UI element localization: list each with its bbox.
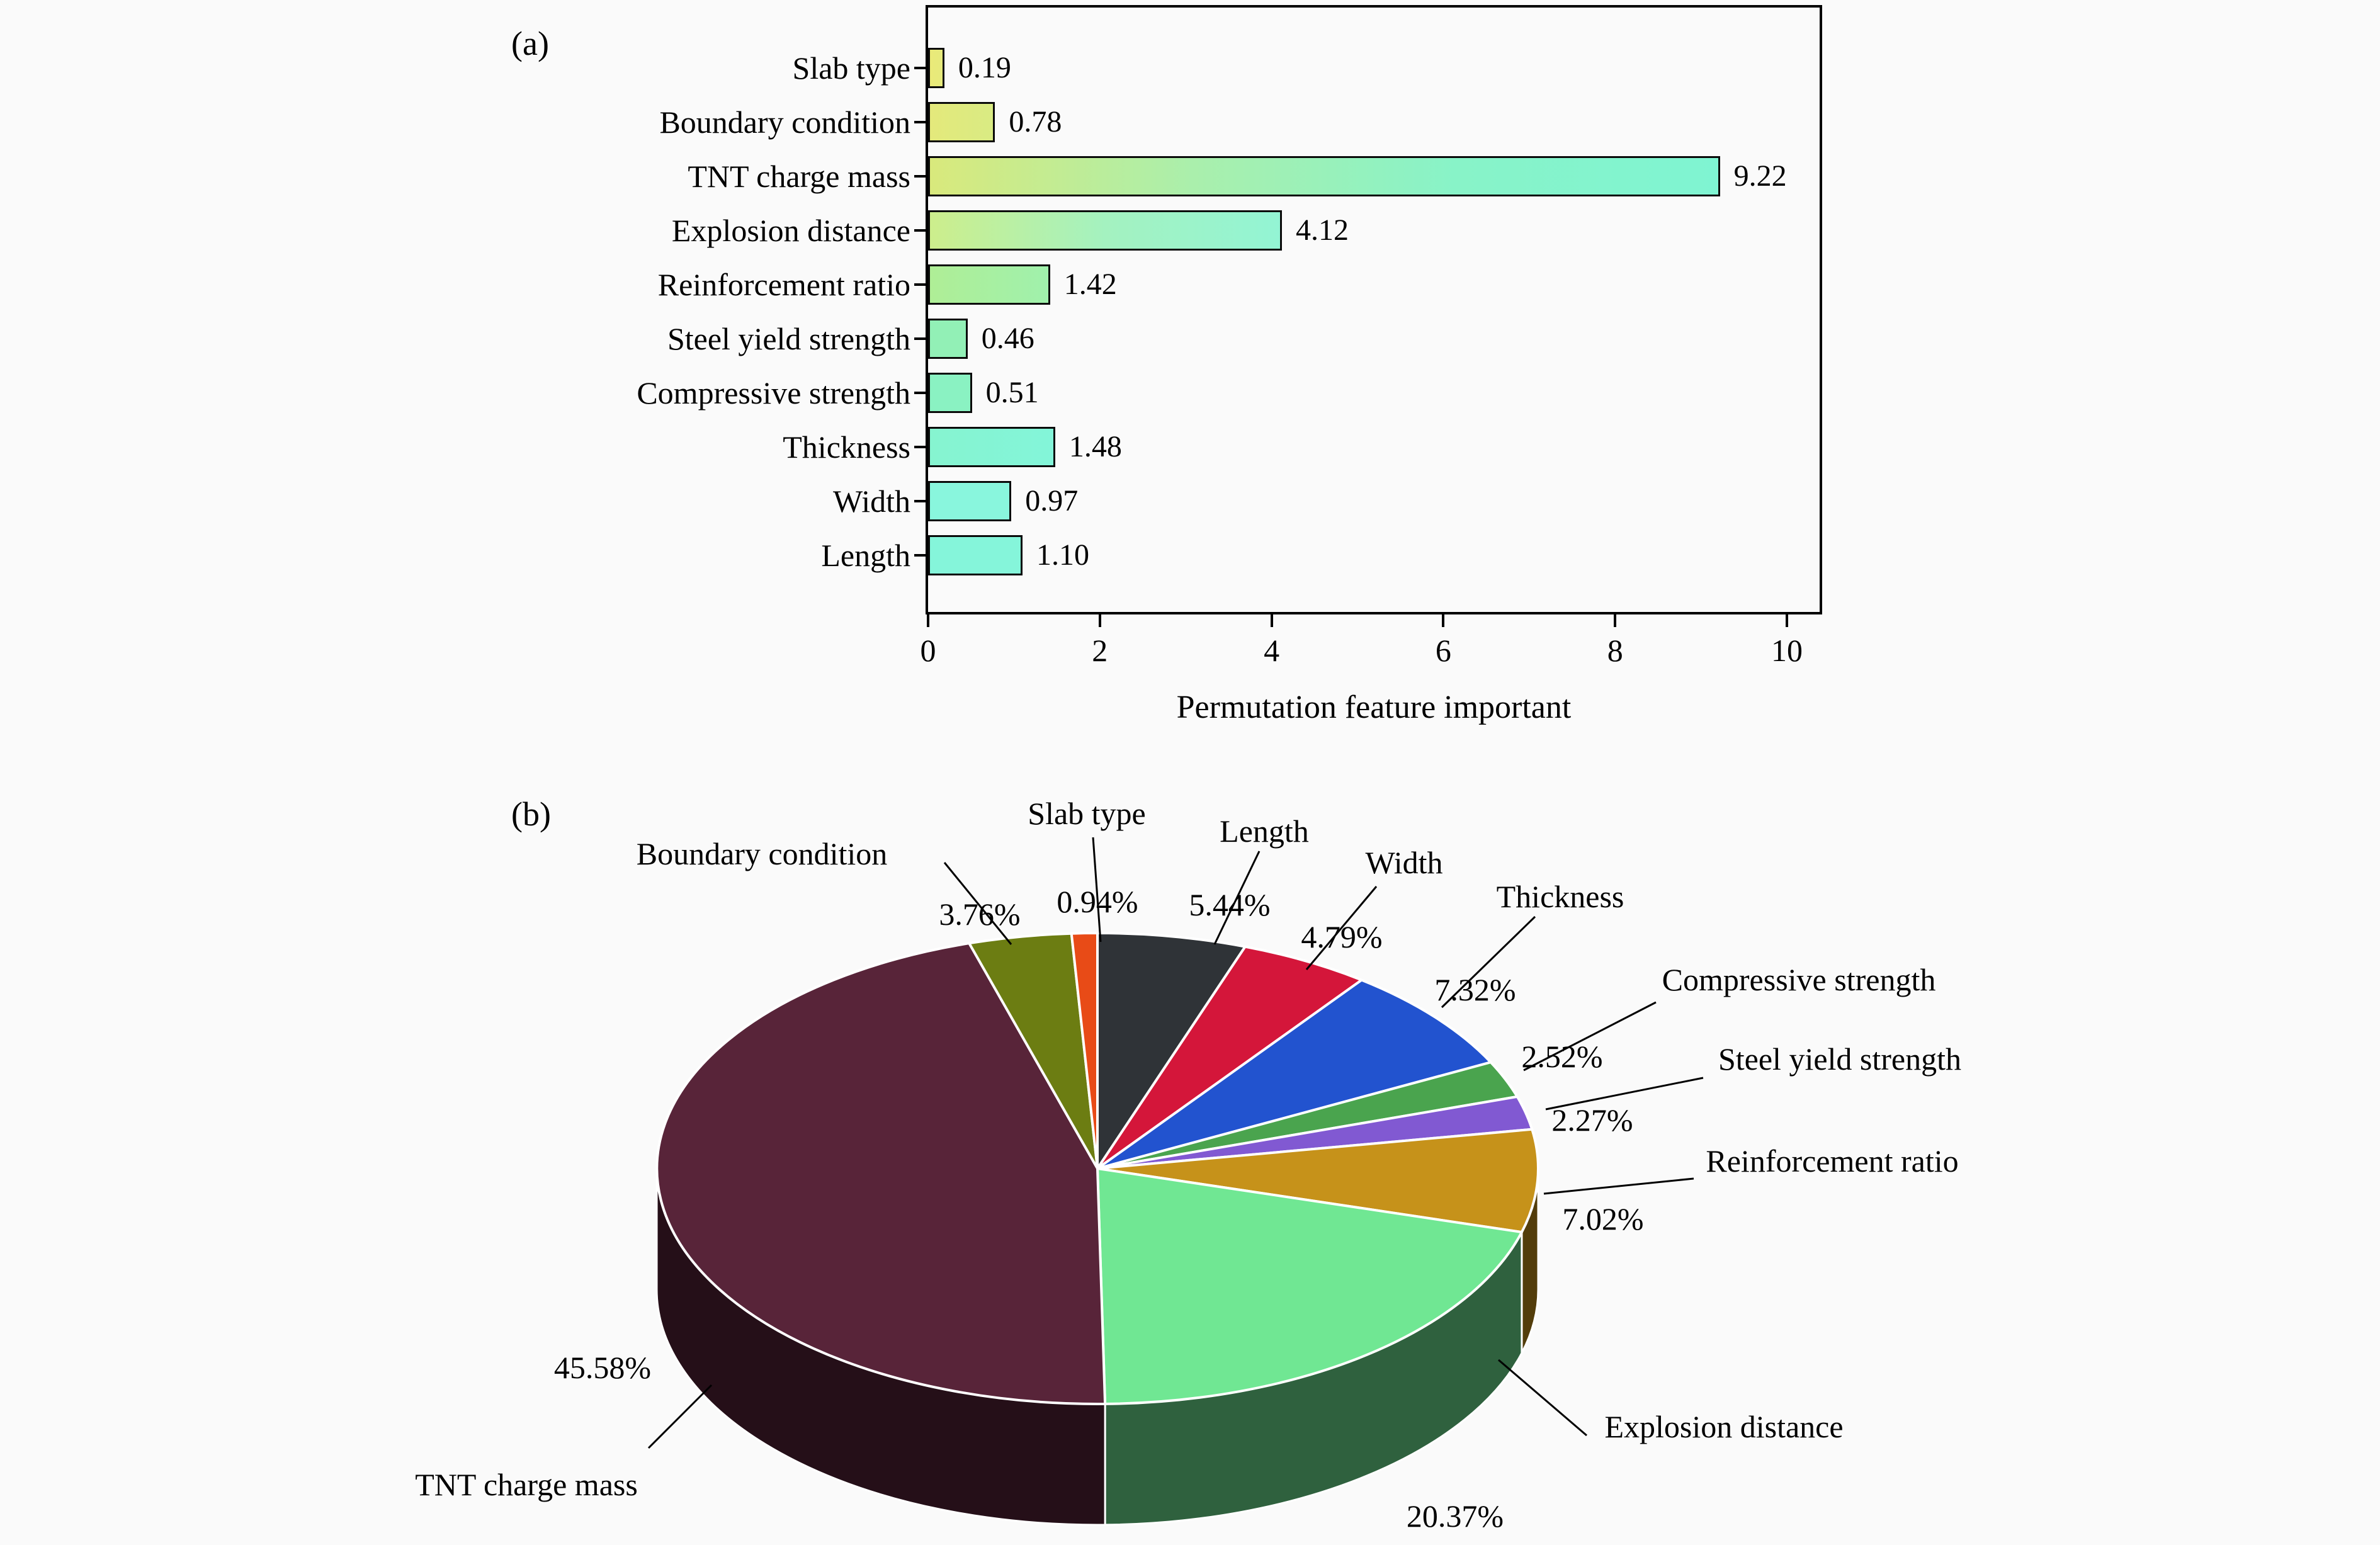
bar: [928, 427, 1055, 467]
bar: [928, 319, 968, 359]
bar: [928, 373, 972, 413]
y-tick: [914, 229, 926, 232]
x-tick: [1786, 614, 1788, 627]
x-tick-label: 8: [1607, 633, 1623, 668]
x-tick: [1442, 614, 1445, 627]
pie-slice-name: Compressive strength: [1662, 962, 1936, 997]
x-tick: [1098, 614, 1101, 627]
bar-value-label: 1.42: [1063, 268, 1117, 301]
y-tick: [914, 554, 926, 557]
pie-slice-percent: 0.94%: [1057, 884, 1138, 919]
bar-value-label: 9.22: [1733, 159, 1787, 193]
bar: [928, 264, 1050, 305]
y-tick: [914, 337, 926, 340]
bar-value-label: 1.10: [1036, 538, 1090, 572]
y-tick: [914, 175, 926, 178]
bar-category-label: Boundary condition: [659, 105, 910, 140]
bar-category-label: Steel yield strength: [667, 321, 910, 356]
y-tick: [914, 500, 926, 502]
bar-value-label: 0.46: [981, 322, 1034, 355]
x-tick-label: 4: [1264, 633, 1280, 668]
x-tick-label: 10: [1771, 633, 1803, 668]
bar-category-label: Reinforcement ratio: [657, 267, 910, 302]
bar-category-label: Explosion distance: [671, 213, 910, 248]
x-tick: [1614, 614, 1617, 627]
x-axis-label: Permutation feature important: [1176, 689, 1572, 725]
bar-category-label: TNT charge mass: [688, 159, 910, 194]
bar-value-label: 0.97: [1025, 484, 1079, 518]
y-tick: [914, 121, 926, 123]
bar: [928, 102, 995, 142]
pie-slice-name: Slab type: [1028, 796, 1146, 831]
x-tick-label: 2: [1092, 633, 1108, 668]
bar-plot-area: [926, 5, 1822, 614]
pie-slice-name: Width: [1365, 845, 1443, 880]
bar-value-label: 4.12: [1295, 213, 1349, 247]
y-tick: [914, 283, 926, 286]
panel-a-tag: (a): [511, 25, 549, 62]
pie-slice-name: TNT charge mass: [415, 1467, 638, 1502]
pie-slice-percent: 3.76%: [939, 897, 1021, 932]
pie-slice-percent: 2.27%: [1551, 1102, 1633, 1138]
bar-value-label: 0.51: [985, 376, 1039, 409]
bar-category-label: Compressive strength: [637, 375, 910, 410]
x-tick-label: 0: [920, 633, 936, 668]
bar-category-label: Thickness: [783, 429, 910, 465]
pie-slice-name: Reinforcement ratio: [1706, 1143, 1959, 1179]
pie-slice-percent: 7.32%: [1434, 972, 1516, 1007]
pie-slice-name: Thickness: [1496, 879, 1624, 914]
x-tick: [1270, 614, 1273, 627]
pie-slice-name: Boundary condition: [636, 836, 888, 871]
pie-slice-percent: 45.58%: [553, 1350, 652, 1385]
x-tick-label: 6: [1435, 633, 1451, 668]
bar: [928, 210, 1282, 251]
pie-slice-percent: 20.37%: [1406, 1498, 1504, 1534]
pie-slice-percent: 5.44%: [1189, 887, 1271, 922]
pie-slice-percent: 7.02%: [1562, 1201, 1644, 1237]
pie-slice-percent: 2.52%: [1521, 1039, 1603, 1074]
pie-slice-name: Length: [1220, 813, 1309, 849]
bar-value-label: 1.48: [1068, 430, 1122, 463]
bar: [928, 156, 1720, 196]
pie-slice-name: Steel yield strength: [1718, 1041, 1962, 1077]
pie-slice-name: Explosion distance: [1604, 1409, 1844, 1444]
y-tick: [914, 446, 926, 448]
pie-slice-percent: 4.79%: [1301, 919, 1383, 954]
bar: [928, 48, 944, 88]
bar: [928, 481, 1012, 521]
bar: [928, 535, 1023, 575]
bar-category-label: Width: [833, 484, 910, 519]
bar-value-label: 0.19: [958, 51, 1011, 84]
y-tick: [914, 67, 926, 69]
bar-category-label: Length: [821, 538, 910, 573]
x-tick: [927, 614, 929, 627]
y-tick: [914, 392, 926, 394]
panel-b-tag: (b): [511, 795, 551, 833]
bar-category-label: Slab type: [792, 50, 910, 86]
bar-value-label: 0.78: [1009, 105, 1062, 139]
